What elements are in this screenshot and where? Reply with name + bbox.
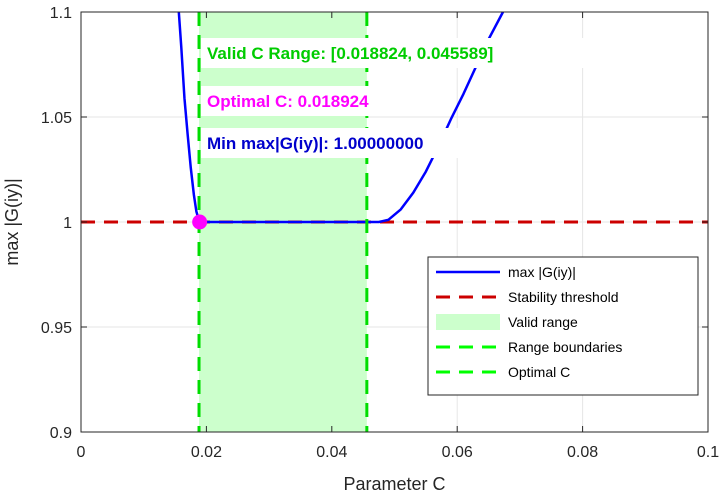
legend: max |G(iy)| Stability threshold Valid rang… (427, 256, 699, 396)
legend-label: Stability threshold (508, 289, 619, 305)
max-g-curve (177, 11, 505, 224)
annotation-box (201, 38, 600, 68)
annotation-box (201, 86, 431, 116)
x-tick-label: 0.08 (567, 444, 598, 461)
x-tick-label: 0.1 (697, 444, 719, 461)
optimal-layer (192, 214, 208, 230)
annotation-layer: Valid C Range: [0.018824, 0.045589] Optim… (201, 38, 600, 158)
y-tick-label: 1.05 (41, 110, 72, 127)
optimal-c-marker (192, 214, 208, 230)
x-tick-label: 0.06 (442, 444, 473, 461)
x-tick-label: 0 (77, 444, 86, 461)
annotation-text: Optimal C: 0.018924 (207, 92, 369, 111)
legend-label: Valid range (508, 314, 578, 330)
legend-label: Range boundaries (508, 339, 622, 355)
legend-label: Optimal C (508, 364, 570, 380)
y-tick-label: 1 (63, 215, 72, 232)
x-tick-label: 0.02 (191, 444, 222, 461)
annotation-text: Min max|G(iy)|: 1.00000000 (207, 134, 423, 153)
y-tick-label: 0.9 (50, 425, 72, 442)
y-tick-label: 1.1 (50, 5, 72, 22)
annotation-box (201, 128, 507, 158)
tick-layer: 0 0.02 0.04 0.06 0.08 0.1 0.9 0.95 1 1.05 1.1 (41, 5, 719, 461)
annotation-text: Valid C Range: [0.018824, 0.045589] (207, 44, 493, 63)
x-tick-label: 0.04 (316, 444, 347, 461)
y-tick-label: 0.95 (41, 320, 72, 337)
curve-layer (177, 11, 505, 224)
x-axis-label: Parameter C (343, 474, 445, 494)
y-axis-label: max |G(iy)| (2, 178, 22, 265)
legend-swatch (436, 314, 500, 330)
legend-label: max |G(iy)| (508, 264, 576, 280)
